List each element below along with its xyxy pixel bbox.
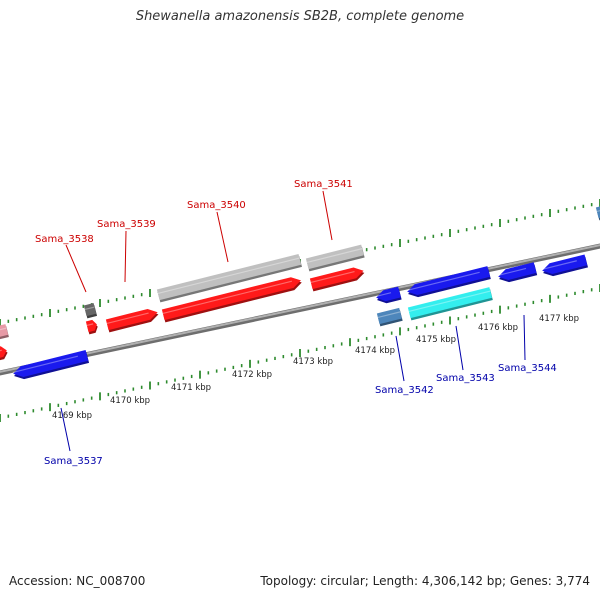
label-leaders [60, 190, 526, 452]
gene-highlight [377, 311, 401, 319]
gene-label-forward: Sama_3539 [97, 219, 156, 230]
gene-label-reverse: Sama_3543 [436, 373, 495, 384]
gene-label-forward: Sama_3538 [35, 234, 94, 245]
forward-leader [216, 211, 229, 263]
gene-body [376, 307, 402, 325]
forward-leader [322, 190, 333, 241]
gene-label-forward: Sama_3541 [294, 179, 353, 190]
scale-label: 4170 kbp [110, 396, 150, 406]
reverse-leader [455, 325, 464, 371]
scale-label: 4173 kbp [293, 357, 333, 367]
gene-sama-3542 [375, 286, 402, 304]
gene-edge-pink [0, 324, 9, 340]
scale-label: 4176 kbp [478, 323, 518, 333]
genome-title: Shewanella amazonensis SB2B, complete ge… [135, 9, 465, 24]
gene-sama-3538 [105, 309, 159, 333]
gene-features [0, 206, 600, 380]
gene-body [83, 303, 97, 317]
gene-body [595, 206, 600, 219]
gene-highlight [86, 323, 94, 327]
gene-sama-3542-other [376, 307, 403, 327]
gene-body [407, 266, 491, 295]
gene-highlight [310, 270, 355, 284]
gene-body [105, 309, 158, 331]
genome-backbone [0, 243, 600, 376]
gene-highlight [106, 312, 149, 325]
gene-highlight [497, 267, 527, 277]
gene-highlight [0, 349, 2, 352]
gene-label-forward: Sama_3540 [187, 200, 246, 211]
gene-body [0, 324, 9, 337]
genome-summary: Topology: circular; Length: 4,306,142 bp… [260, 574, 590, 588]
gene-body [498, 262, 537, 280]
scale-label: 4177 kbp [539, 314, 579, 324]
gene-highlight [375, 292, 392, 298]
gene-sama-3543-selected [407, 287, 493, 321]
gene-highlight [162, 280, 293, 315]
gene-sama-3544 [497, 262, 538, 283]
gene-body [161, 277, 301, 321]
gene-highlight [596, 210, 600, 213]
reverse-leader [523, 314, 526, 361]
gene-body [13, 350, 89, 377]
gene-body [309, 267, 364, 290]
gene-sama-3541-other [305, 244, 365, 272]
scale-label: 4172 kbp [232, 370, 272, 380]
forward-leader [65, 244, 87, 293]
gene-sama-3543 [406, 266, 491, 298]
gene-highlight [157, 257, 300, 295]
forward-leader [124, 230, 127, 283]
gene-body [376, 286, 401, 302]
gene-highlight [12, 355, 79, 374]
gene-body [156, 254, 302, 301]
gene-body [542, 254, 588, 274]
gene-edge-right [595, 206, 600, 221]
gene-highlight [306, 248, 363, 264]
gene-sama-3540-other [156, 254, 302, 303]
gene-label-reverse: Sama_3537 [44, 456, 103, 467]
gene-label-reverse: Sama_3542 [375, 385, 434, 396]
gene-sama-3541 [309, 267, 365, 292]
reverse-leader [395, 335, 405, 382]
gene-body [0, 346, 7, 358]
gene-highlight [84, 306, 95, 311]
gene-highlight [408, 290, 491, 313]
scale-label: 4171 kbp [171, 383, 211, 393]
gene-label-reverse: Sama_3544 [498, 363, 557, 374]
gene-fragment [85, 319, 98, 335]
reverse-leader [60, 407, 71, 452]
gene-highlight [541, 260, 577, 271]
gene-sama-3540 [161, 277, 302, 323]
gene-sama-3538-other [83, 303, 98, 319]
gene-highlight [406, 271, 480, 292]
scale-label: 4174 kbp [355, 346, 395, 356]
backbone-highlight [0, 244, 600, 373]
labels: 4169 kbp 4170 kbp 4171 kbp 4172 kbp 4173 kbp… [35, 179, 579, 467]
scale-label: 4169 kbp [52, 411, 92, 421]
accession-label: Accession: NC_008700 [9, 574, 146, 588]
gene-body [407, 287, 493, 319]
gene-edge-left [0, 346, 8, 361]
gene-body [85, 319, 97, 333]
gene-sama-3537 [12, 350, 90, 380]
scale-label: 4175 kbp [416, 335, 456, 345]
gene-reverse-edge [541, 254, 588, 277]
gene-highlight [0, 327, 7, 331]
gene-body [305, 244, 364, 270]
